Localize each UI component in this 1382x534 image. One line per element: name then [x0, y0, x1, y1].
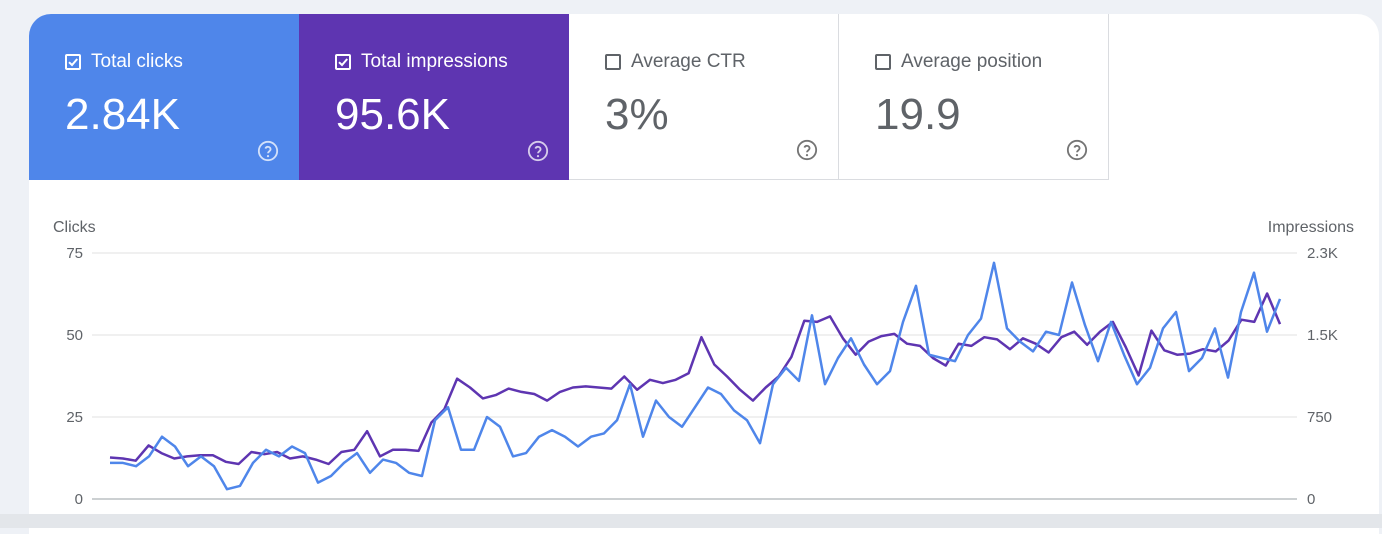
right-tick-label: 0	[1307, 491, 1315, 508]
right-axis-title: Impressions	[1268, 219, 1354, 236]
metric-value: 2.84K	[65, 90, 180, 139]
taskbar	[0, 514, 1382, 528]
right-tick-label: 1.5K	[1307, 327, 1338, 344]
metric-value: 3%	[605, 90, 669, 139]
right-tick-label: 750	[1307, 409, 1332, 426]
checkbox-icon[interactable]	[65, 54, 81, 70]
performance-card: Total clicks 2.84K Total impressions 95.…	[29, 14, 1379, 534]
checkbox-icon[interactable]	[605, 54, 621, 70]
left-tick-label: 75	[66, 245, 83, 262]
help-circle-icon[interactable]	[527, 140, 549, 162]
left-tick-label: 0	[75, 491, 83, 508]
help-circle-icon[interactable]	[1066, 139, 1088, 161]
checkbox-icon[interactable]	[875, 54, 891, 70]
left-tick-label: 50	[66, 327, 83, 344]
metric-tile-total-clicks[interactable]: Total clicks 2.84K	[29, 14, 299, 180]
metric-value: 95.6K	[335, 90, 450, 139]
right-tick-label: 2.3K	[1307, 245, 1338, 262]
left-tick-label: 25	[66, 409, 83, 426]
metric-tiles: Total clicks 2.84K Total impressions 95.…	[29, 14, 1110, 180]
metric-value: 19.9	[875, 90, 961, 139]
checkbox-icon[interactable]	[335, 54, 351, 70]
help-circle-icon[interactable]	[796, 139, 818, 161]
clicks-series-line	[110, 261, 1282, 491]
impressions-series-line	[109, 292, 1282, 466]
help-circle-icon[interactable]	[257, 140, 279, 162]
metric-label: Average CTR	[631, 51, 746, 72]
metric-tile-average-ctr[interactable]: Average CTR 3%	[569, 14, 839, 180]
metric-tile-total-impressions[interactable]: Total impressions 95.6K	[299, 14, 569, 180]
metric-label: Total impressions	[361, 51, 508, 72]
metric-label: Average position	[901, 51, 1043, 72]
metric-label: Total clicks	[91, 51, 183, 72]
performance-chart: Clicks Impressions 0 0 25 750 50 1.5K 75 2.3K	[53, 219, 1354, 508]
left-axis-title: Clicks	[53, 219, 96, 236]
metric-tile-average-position[interactable]: Average position 19.9	[839, 14, 1109, 180]
